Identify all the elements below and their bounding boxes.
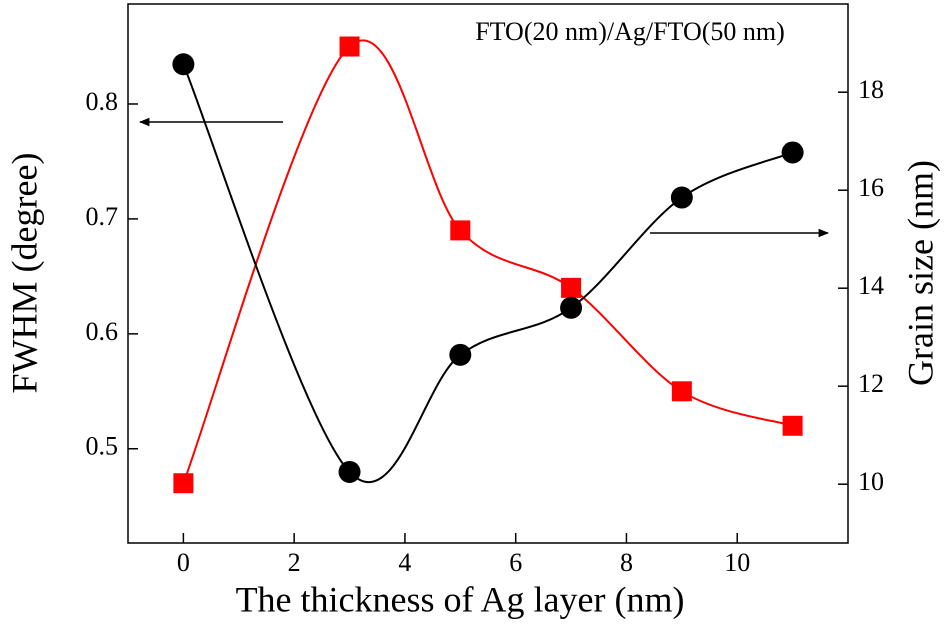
series-line — [182, 63, 793, 483]
point — [670, 186, 693, 209]
x-tick-label: 4 — [398, 548, 411, 577]
point — [560, 296, 583, 319]
annotation: FTO(20 nm)/Ag/FTO(50 nm) — [475, 17, 785, 46]
x-tick-label: 10 — [724, 548, 750, 577]
x-tick-label: 8 — [620, 548, 633, 577]
point — [781, 141, 804, 164]
y-tick-label: 0.7 — [86, 202, 119, 231]
y2-tick-label: 10 — [858, 467, 884, 496]
y2-tick-label: 12 — [858, 369, 884, 398]
y-axis-title: FWHM (degree) — [4, 153, 44, 394]
y-tick-label: 0.5 — [86, 432, 119, 461]
x-axis-title: The thickness of Ag layer (nm) — [236, 579, 685, 619]
point — [561, 277, 582, 298]
plot-frame — [127, 3, 849, 544]
y2-tick-label: 16 — [858, 173, 884, 202]
x-tick-label: 0 — [177, 548, 190, 577]
y-tick-label: 0.8 — [86, 87, 119, 116]
point — [172, 53, 195, 76]
x-tick-label: 2 — [288, 548, 301, 577]
point — [671, 381, 692, 402]
point — [782, 415, 803, 436]
x-tick-label: 6 — [509, 548, 522, 577]
y-tick-label: 0.6 — [86, 317, 119, 346]
series-line — [182, 39, 793, 484]
y2-tick-label: 14 — [858, 271, 884, 300]
point — [449, 343, 472, 366]
point — [338, 460, 361, 483]
point — [450, 220, 471, 241]
y2-axis-title: Grain size (nm) — [900, 160, 940, 386]
y2-tick-label: 18 — [858, 75, 884, 104]
point — [339, 36, 360, 57]
point — [173, 473, 194, 494]
